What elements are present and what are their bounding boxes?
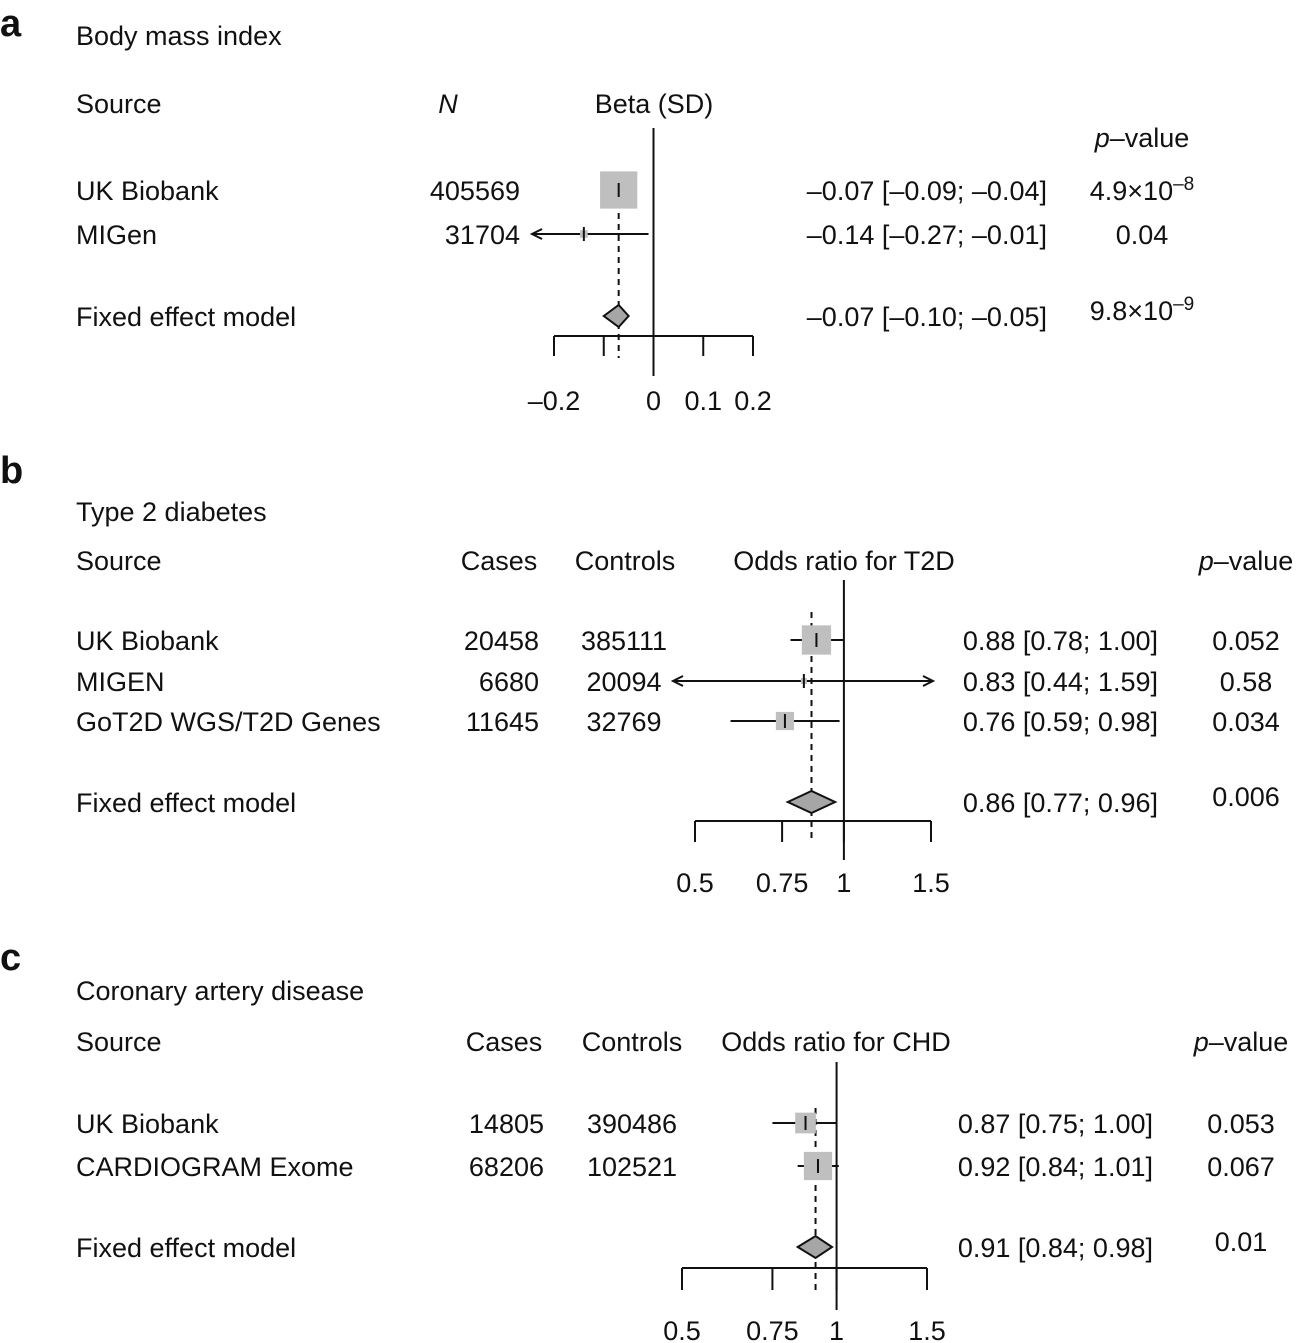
- column-header-source: Source: [76, 546, 162, 576]
- column-header-cases: Cases: [466, 1027, 543, 1057]
- ci-arrow-right: [922, 675, 936, 687]
- study-n: 31704: [445, 220, 520, 250]
- study-p-value: 0.04: [1116, 220, 1169, 250]
- study-p-value: 0.034: [1212, 707, 1280, 737]
- panel-letter: b: [0, 450, 23, 492]
- column-header-p-value: p–value: [1094, 123, 1190, 153]
- panel-c: c Coronary artery disease Source Cases Contr…: [0, 937, 1288, 1343]
- column-header-source: Source: [76, 1027, 162, 1057]
- column-header-controls: Controls: [582, 1027, 683, 1057]
- study-cases: 11645: [466, 707, 539, 737]
- study-source: MIGEN: [76, 667, 165, 697]
- column-header-effect: Odds ratio for CHD: [721, 1027, 951, 1057]
- panel-title: Body mass index: [76, 21, 282, 51]
- ci-arrow-left: [529, 228, 543, 240]
- study-n: 405569: [430, 176, 520, 206]
- study-cases: 68206: [469, 1152, 544, 1182]
- study-source: MIGen: [76, 220, 157, 250]
- study-row: UK Biobank 20458 385111 0.88 [0.78; 1.00] 0.…: [76, 625, 1280, 656]
- study-controls: 390486: [587, 1109, 677, 1139]
- panel-title: Coronary artery disease: [76, 976, 364, 1006]
- pooled-ci-text: –0.07 [–0.10; –0.05]: [807, 302, 1047, 332]
- pooled-diamond: [602, 303, 630, 329]
- x-tick-label: 0.2: [734, 386, 772, 416]
- column-header-effect: Odds ratio for T2D: [733, 546, 955, 576]
- pooled-p-value: 9.8×10–9: [1090, 294, 1194, 326]
- study-row: UK Biobank 405569 –0.07 [–0.09; –0.04] 4.9×…: [76, 171, 1194, 209]
- study-p-value: 4.9×10–8: [1090, 174, 1194, 206]
- study-controls: 32769: [586, 707, 661, 737]
- study-ci-text: –0.14 [–0.27; –0.01]: [807, 220, 1047, 250]
- panel-title: Type 2 diabetes: [76, 497, 267, 527]
- study-controls: 102521: [587, 1152, 677, 1182]
- study-source: GoT2D WGS/T2D Genes: [76, 707, 381, 737]
- study-source: UK Biobank: [76, 176, 219, 206]
- pooled-diamond: [795, 1234, 834, 1260]
- pooled-source: Fixed effect model: [76, 788, 296, 818]
- pooled-row: Fixed effect model 0.91 [0.84; 0.98] 0.01: [76, 1227, 1267, 1263]
- pooled-row: Fixed effect model 0.86 [0.77; 0.96] 0.006: [76, 782, 1280, 818]
- study-controls: 20094: [586, 667, 661, 697]
- x-tick-label: 0: [646, 386, 661, 416]
- column-header-n: N: [438, 89, 458, 119]
- column-header-cases: Cases: [461, 546, 538, 576]
- x-tick-label: –0.2: [528, 386, 581, 416]
- study-row: MIGEN 6680 20094 0.83 [0.44; 1.59] 0.58: [76, 667, 1272, 697]
- pooled-ci-text: 0.91 [0.84; 0.98]: [958, 1233, 1153, 1263]
- study-row: CARDIOGRAM Exome 68206 102521 0.92 [0.84; 1…: [76, 1151, 1275, 1182]
- study-cases: 14805: [469, 1109, 544, 1139]
- panel-letter: c: [0, 937, 21, 979]
- panel-letter: a: [0, 3, 22, 45]
- study-ci-text: 0.88 [0.78; 1.00]: [963, 626, 1158, 656]
- study-row: UK Biobank 14805 390486 0.87 [0.75; 1.00] 0.…: [76, 1109, 1275, 1139]
- study-source: CARDIOGRAM Exome: [76, 1152, 354, 1182]
- x-tick-label: 0.5: [676, 868, 714, 898]
- x-tick-label: 0.1: [684, 386, 722, 416]
- study-p-value: 0.053: [1207, 1109, 1275, 1139]
- ci-arrow-left: [670, 675, 684, 687]
- panel-a: a Body mass index Source N Beta (SD) p–value U…: [0, 3, 1194, 416]
- pooled-source: Fixed effect model: [76, 1233, 296, 1263]
- x-tick-label: 1: [836, 868, 851, 898]
- column-header-p-value: p–value: [1198, 546, 1294, 576]
- study-ci-text: –0.07 [–0.09; –0.04]: [807, 176, 1047, 206]
- study-p-value: 0.052: [1212, 626, 1280, 656]
- x-tick-label: 1: [829, 1316, 844, 1343]
- pooled-p-value: 0.01: [1215, 1227, 1268, 1257]
- study-row: GoT2D WGS/T2D Genes 11645 32769 0.76 [0.59;…: [76, 707, 1280, 737]
- pooled-row: Fixed effect model –0.07 [–0.10; –0.05] 9.…: [76, 294, 1194, 332]
- column-header-source: Source: [76, 89, 162, 119]
- x-tick-label: 0.5: [663, 1316, 701, 1343]
- study-ci-text: 0.92 [0.84; 1.01]: [958, 1152, 1153, 1182]
- study-ci-text: 0.76 [0.59; 0.98]: [963, 707, 1158, 737]
- study-p-value: 0.067: [1207, 1152, 1275, 1182]
- column-header-controls: Controls: [575, 546, 676, 576]
- column-header-effect: Beta (SD): [595, 89, 714, 119]
- study-source: UK Biobank: [76, 1109, 219, 1139]
- pooled-diamond: [785, 789, 838, 815]
- x-tick-label: 1.5: [912, 868, 950, 898]
- study-controls: 385111: [581, 626, 667, 656]
- study-source: UK Biobank: [76, 626, 219, 656]
- panel-b: b Type 2 diabetes Source Cases Controls Odds …: [0, 450, 1293, 898]
- column-header-p-value: p–value: [1193, 1027, 1289, 1057]
- pooled-source: Fixed effect model: [76, 302, 296, 332]
- study-ci-text: 0.83 [0.44; 1.59]: [963, 667, 1158, 697]
- pooled-p-value: 0.006: [1212, 782, 1280, 812]
- study-cases: 6680: [479, 667, 539, 697]
- x-tick-label: 1.5: [908, 1316, 946, 1343]
- x-tick-label: 0.75: [756, 868, 809, 898]
- x-tick-label: 0.75: [746, 1316, 799, 1343]
- study-p-value: 0.58: [1220, 667, 1273, 697]
- study-row: MIGen 31704 –0.14 [–0.27; –0.01] 0.04: [76, 220, 1168, 250]
- pooled-ci-text: 0.86 [0.77; 0.96]: [963, 788, 1158, 818]
- study-cases: 20458: [464, 626, 539, 656]
- study-ci-text: 0.87 [0.75; 1.00]: [958, 1109, 1153, 1139]
